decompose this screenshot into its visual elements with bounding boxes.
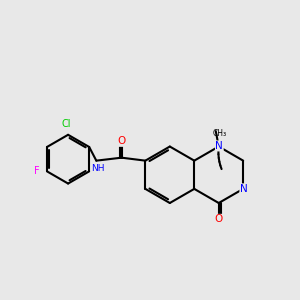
Text: Cl: Cl — [62, 119, 71, 129]
Text: O: O — [214, 214, 223, 224]
Text: N: N — [215, 141, 223, 151]
Text: O: O — [118, 136, 126, 146]
Text: NH: NH — [91, 164, 105, 173]
Text: F: F — [34, 167, 39, 176]
Text: CH₃: CH₃ — [212, 129, 226, 138]
Text: N: N — [240, 184, 247, 194]
